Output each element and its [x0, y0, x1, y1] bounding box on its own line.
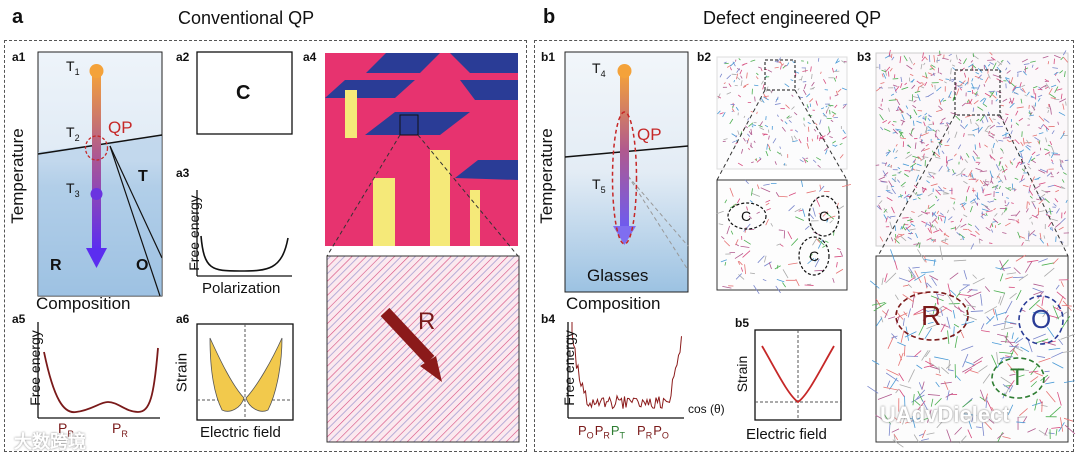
label-a3: a3	[176, 166, 190, 180]
watermark-right: UAdvDielect	[880, 402, 1010, 427]
label-a6: a6	[176, 312, 190, 326]
b3-phase-t: T	[1010, 364, 1025, 391]
b4-ylabel: Free energy	[561, 330, 577, 406]
a1-t2: T2	[66, 124, 80, 143]
b4-tick: PO	[653, 423, 669, 441]
panel-b-letter: b	[543, 6, 556, 28]
a4-phase-r: R	[418, 308, 436, 335]
b4-tick-labels: POPRPT PRPO	[578, 423, 670, 441]
label-a5: a5	[12, 312, 26, 326]
a6-ylabel: Strain	[173, 352, 191, 393]
label-a2: a2	[176, 50, 190, 64]
a1-xlabel: Composition	[36, 294, 131, 313]
b1-ylabel: Temperature	[537, 128, 556, 224]
b4-tick: PR	[637, 423, 653, 441]
label-b2: b2	[697, 50, 712, 64]
watermark-left: 大数跨境	[14, 432, 86, 452]
b1-t4: T4	[592, 60, 606, 79]
a6-xlabel: Electric field	[200, 424, 281, 441]
b4-tick: PO	[578, 423, 594, 441]
b5-ylabel: Strain	[734, 355, 750, 393]
b2-cluster-c3: C	[809, 248, 820, 264]
b4-xlabel: cos (θ)	[688, 402, 725, 416]
a2-phase: C	[236, 82, 251, 104]
b3-phase-o: O	[1031, 304, 1052, 334]
b3-phase-r: R	[921, 300, 942, 331]
label-b5: b5	[735, 316, 750, 330]
a1-t3: T3	[66, 180, 80, 199]
label-a1: a1	[12, 50, 26, 64]
b4-tick: PR	[594, 423, 610, 441]
b1-glasses: Glasses	[587, 266, 649, 285]
a1-t1: T1	[66, 58, 80, 77]
a5-pr-right: PR	[112, 420, 128, 439]
b5-xlabel: Electric field	[746, 426, 827, 443]
label-b1: b1	[541, 50, 556, 64]
a3-ylabel: Free energy	[186, 195, 202, 271]
panel-b-title: Defect engineered QP	[703, 8, 882, 28]
b1-t5: T5	[592, 176, 606, 195]
label-b3: b3	[857, 50, 872, 64]
b1-xlabel: Composition	[566, 294, 661, 313]
b2-cluster-c2: C	[819, 208, 830, 224]
label-a4: a4	[303, 50, 317, 64]
a5-pr-left: PR	[58, 420, 74, 439]
panel-a-title: Conventional QP	[178, 8, 315, 28]
panel-a-frame	[4, 40, 527, 452]
panel-b-frame	[534, 40, 1074, 452]
a1-phase-o: O	[136, 257, 149, 274]
a1-qp-label: QP	[108, 118, 133, 137]
label-b4: b4	[541, 312, 556, 326]
panel-a-letter: a	[12, 6, 24, 28]
a1-phase-r: R	[50, 257, 62, 274]
a3-xlabel: Polarization	[202, 280, 281, 297]
a1-phase-t: T	[138, 168, 148, 185]
a1-ylabel: Temperature	[8, 128, 27, 224]
b1-qp-label: QP	[637, 125, 662, 144]
a5-ylabel: Free energy	[27, 330, 43, 406]
b4-tick: PT	[610, 423, 626, 441]
b2-cluster-c1: C	[741, 208, 752, 224]
